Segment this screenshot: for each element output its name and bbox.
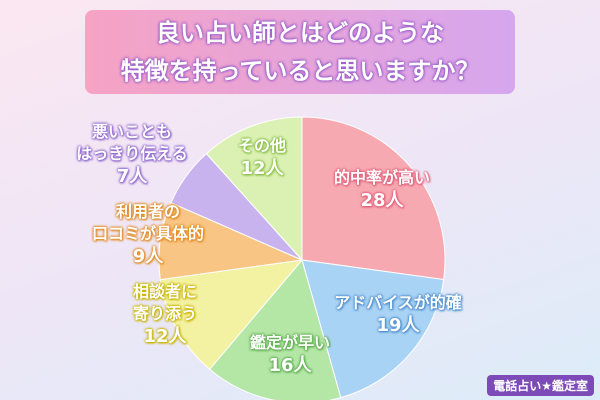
value-label: 12人 xyxy=(240,158,284,179)
slice-label: 的中率が高い 28人 xyxy=(334,167,430,213)
logo: 電話占い★鑑定室 xyxy=(487,375,594,396)
category-label: 悪いことも はっきり伝える xyxy=(76,122,188,163)
category-label: 的中率が高い xyxy=(333,168,431,187)
value-label: 12人 xyxy=(143,326,187,347)
category-label: 鑑定が早い xyxy=(249,333,331,352)
slice-label: その他 12人 xyxy=(238,135,286,181)
category-label: アドバイスが的確 xyxy=(334,293,462,312)
slice-label: 利用者の 口コミが具体的 9人 xyxy=(92,201,204,269)
pie-slice xyxy=(159,259,304,370)
pie-slice xyxy=(301,116,446,281)
category-label: その他 xyxy=(237,136,287,155)
slice-label: 鑑定が早い 16人 xyxy=(250,332,330,378)
category-label: 相談者に 寄り添う xyxy=(132,282,198,323)
value-label: 7人 xyxy=(116,166,148,187)
pie-slice xyxy=(301,259,445,399)
category-label: 利用者の 口コミが具体的 xyxy=(91,202,205,243)
slice-label: 悪いことも はっきり伝える 7人 xyxy=(76,121,188,189)
value-label: 16人 xyxy=(268,355,312,376)
slice-label: アドバイスが的確 19人 xyxy=(334,292,462,338)
value-label: 9人 xyxy=(132,246,164,267)
pie-slice xyxy=(205,116,303,262)
value-label: 28人 xyxy=(360,190,404,211)
slice-label: 相談者に 寄り添う 12人 xyxy=(133,281,197,349)
value-label: 19人 xyxy=(376,315,420,336)
chart-title: 良い占い師とはどのような 特徴を持っていると思いますか？ xyxy=(85,10,515,94)
